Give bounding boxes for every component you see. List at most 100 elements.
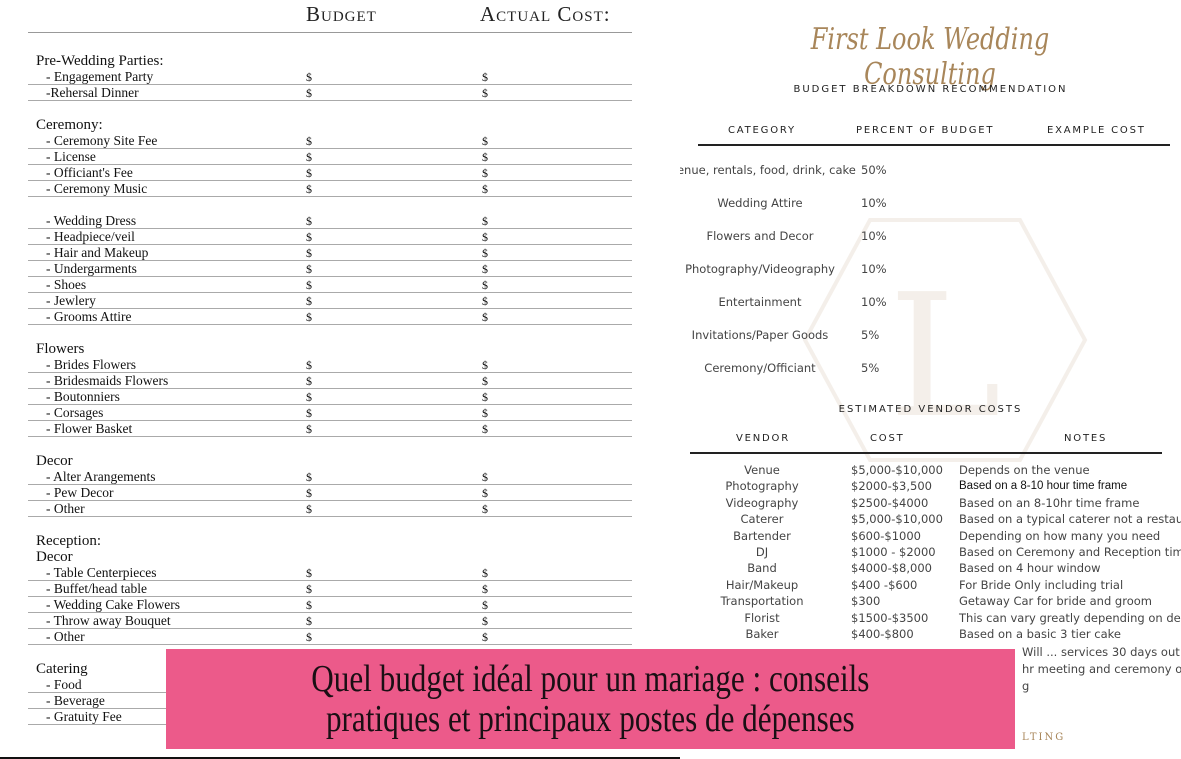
vendor-cost: $2500-$4000 — [851, 495, 929, 510]
vendor-notes: Based on 4 hour window — [959, 561, 1101, 576]
category-header: CATEGORY — [728, 125, 796, 136]
vendor-notes: Based on Ceremony and Reception time — [959, 545, 1181, 559]
vendor-name: Bartender — [733, 528, 791, 543]
actual-cost-cell[interactable]: $ — [482, 422, 488, 436]
budget-row: - Ceremony Music $ $ — [28, 181, 632, 197]
row-label: - Other — [46, 501, 85, 516]
budget-cell[interactable]: $ — [306, 470, 312, 484]
vendor-name: Venue — [744, 463, 780, 477]
actual-cost-cell[interactable]: $ — [482, 374, 488, 388]
budget-row: - Throw away Bouquet $ $ — [28, 613, 632, 629]
budget-cell[interactable]: $ — [306, 374, 312, 388]
budget-cell[interactable]: $ — [306, 70, 312, 84]
row-label: - Other — [46, 629, 85, 644]
vendor-cost: $1500-$3500 — [851, 610, 929, 625]
budget-cell[interactable]: $ — [306, 230, 312, 244]
actual-cost-cell[interactable]: $ — [482, 70, 488, 84]
vendor-notes: Based on a 8-10 hour time frame — [959, 480, 1128, 493]
row-label: - Brides Flowers — [46, 357, 136, 372]
actual-cost-cell[interactable]: $ — [482, 470, 488, 484]
vendor-name: Photography — [725, 479, 799, 494]
budget-cell[interactable]: $ — [306, 582, 312, 596]
actual-cost-cell[interactable]: $ — [482, 630, 488, 644]
budget-cell[interactable]: $ — [306, 598, 312, 612]
budget-cell[interactable]: $ — [306, 390, 312, 404]
budget-cell[interactable]: $ — [306, 214, 312, 228]
vendor-notes: For Bride Only including trial — [959, 577, 1124, 592]
budget-row: - Table Centerpieces $ $ — [28, 565, 632, 581]
budget-cell[interactable]: $ — [306, 150, 312, 164]
budget-row: - Buffet/head table $ $ — [28, 581, 632, 597]
category-name: Invitations/Paper Goods — [691, 328, 829, 342]
category-percent: 5% — [861, 361, 880, 375]
actual-cost-cell[interactable]: $ — [482, 214, 488, 228]
budget-cell[interactable]: $ — [306, 566, 312, 580]
row-label: - Boutonniers — [46, 389, 120, 404]
budget-cell[interactable]: $ — [306, 182, 312, 196]
actual-cost-cell[interactable]: $ — [482, 502, 488, 516]
actual-cost-cell[interactable]: $ — [482, 486, 488, 500]
vendor-notes: This can vary greatly depending on detai… — [959, 610, 1181, 625]
vendor-cost: $1000 - $2000 — [851, 545, 936, 559]
row-label: - Wedding Dress — [46, 213, 137, 228]
vendor-header: VENDOR — [736, 433, 790, 444]
actual-cost-cell[interactable]: $ — [482, 294, 488, 308]
vendor-cost: $400-$800 — [851, 627, 914, 641]
divider — [698, 144, 1170, 146]
actual-cost-cell[interactable]: $ — [482, 310, 488, 324]
budget-cell[interactable]: $ — [306, 310, 312, 324]
budget-worksheet: Budget Actual Cost: Pre-Wedding Parties:… — [0, 2, 680, 759]
row-label: - Undergarments — [46, 261, 137, 276]
actual-cost-cell[interactable]: $ — [482, 134, 488, 148]
budget-cell[interactable]: $ — [306, 358, 312, 372]
actual-cost-cell[interactable]: $ — [482, 278, 488, 292]
actual-cost-cell[interactable]: $ — [482, 150, 488, 164]
actual-cost-cell[interactable]: $ — [482, 566, 488, 580]
budget-cell[interactable]: $ — [306, 614, 312, 628]
section-title: Reception: — [28, 533, 632, 549]
svg-text:L: L — [889, 258, 1002, 456]
actual-cost-cell[interactable]: $ — [482, 262, 488, 276]
actual-cost-cell[interactable]: $ — [482, 406, 488, 420]
category-percent: 5% — [861, 328, 880, 342]
budget-cell[interactable]: $ — [306, 246, 312, 260]
budget-cell[interactable]: $ — [306, 294, 312, 308]
actual-cost-cell[interactable]: $ — [482, 166, 488, 180]
row-label: - License — [46, 149, 96, 164]
row-label: Pre-Wedding Parties: — [36, 53, 164, 69]
vendor-notes: Based on a basic 3 tier cake — [959, 627, 1121, 641]
monogram-watermark-icon: L — [802, 218, 1088, 462]
budget-cell[interactable]: $ — [306, 262, 312, 276]
budget-cell[interactable]: $ — [306, 486, 312, 500]
logo: First Look Wedding Consulting — [810, 22, 1050, 92]
row-label: - Engagement Party — [46, 69, 154, 84]
vendor-notes: Depending on how many you need — [959, 528, 1161, 543]
article-title-line-2: pratiques et principaux postes de dépens… — [326, 698, 855, 740]
divider — [28, 32, 632, 33]
budget-cell[interactable]: $ — [306, 422, 312, 436]
vendor-cost: $4000-$8,000 — [851, 561, 932, 576]
budget-cell[interactable]: $ — [306, 502, 312, 516]
actual-cost-cell[interactable]: $ — [482, 598, 488, 612]
partial-note: Will ... services 30 days out from weddi… — [1022, 645, 1181, 659]
budget-cell[interactable]: $ — [306, 278, 312, 292]
budget-row: - Bridesmaids Flowers $ $ — [28, 373, 632, 389]
actual-cost-cell[interactable]: $ — [482, 182, 488, 196]
actual-cost-cell[interactable]: $ — [482, 86, 488, 100]
section-title: Pre-Wedding Parties: — [28, 53, 632, 69]
actual-cost-cell[interactable]: $ — [482, 230, 488, 244]
actual-cost-cell[interactable]: $ — [482, 246, 488, 260]
vendor-cost: $5,000-$10,000 — [851, 512, 943, 527]
budget-row: - Other $ $ — [28, 501, 632, 517]
budget-cell[interactable]: $ — [306, 166, 312, 180]
budget-cell[interactable]: $ — [306, 86, 312, 100]
actual-cost-cell[interactable]: $ — [482, 614, 488, 628]
actual-cost-cell[interactable]: $ — [482, 358, 488, 372]
budget-cell[interactable]: $ — [306, 406, 312, 420]
budget-cell[interactable]: $ — [306, 134, 312, 148]
row-label: Reception: — [36, 533, 101, 549]
budget-cell[interactable]: $ — [306, 630, 312, 644]
actual-cost-cell[interactable]: $ — [482, 390, 488, 404]
budget-row: - Brides Flowers $ $ — [28, 357, 632, 373]
actual-cost-cell[interactable]: $ — [482, 582, 488, 596]
